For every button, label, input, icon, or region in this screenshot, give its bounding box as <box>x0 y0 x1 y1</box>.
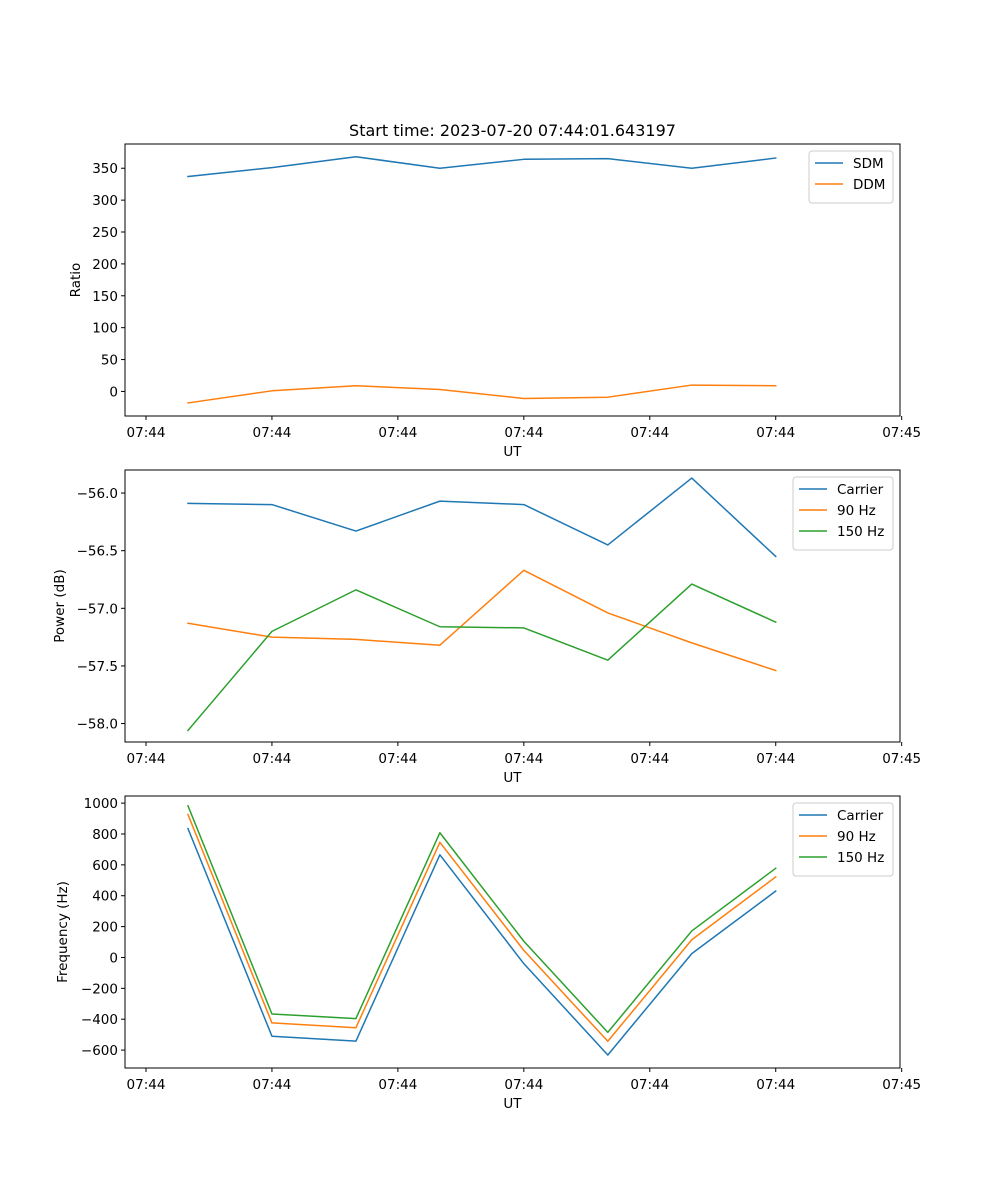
y-tick-label: −400 <box>81 1012 118 1028</box>
series-line-90-hz <box>186 813 777 1043</box>
legend: Carrier 90 Hz 150 Hz <box>792 802 894 877</box>
y-tick-label: 0 <box>109 950 118 966</box>
y-tick-label: −57.5 <box>77 659 118 675</box>
x-tick-label: 07:44 <box>756 751 795 767</box>
y-tick-label: 400 <box>92 889 118 905</box>
legend-label: 90 Hz <box>837 503 876 519</box>
y-tick-label: −56.5 <box>77 544 118 560</box>
subplot-1: 0 50 100 150 200 250 300 350 07:44 07:44 07:44 07:4… <box>68 143 921 460</box>
series-line-sdm <box>187 156 777 178</box>
x-tick-label: 07:45 <box>882 425 921 441</box>
x-tick-label: 07:44 <box>127 425 166 441</box>
y-axis-label: Power (dB) <box>52 569 68 642</box>
legend-label: 150 Hz <box>837 850 884 866</box>
legend-label: Carrier <box>837 808 884 824</box>
x-axis-label: UT <box>503 770 522 786</box>
legend-box <box>808 150 894 204</box>
axes-frame <box>124 795 901 1069</box>
series-line-150-hz <box>186 804 777 1034</box>
x-tick-label: 07:44 <box>378 1077 417 1093</box>
y-tick-label: 200 <box>92 920 118 936</box>
axes-frame <box>124 469 901 743</box>
series-line-90-hz <box>187 569 777 672</box>
y-axis-label: Frequency (Hz) <box>55 881 71 983</box>
series-line-150-hz <box>186 583 777 732</box>
legend-label: 150 Hz <box>837 524 884 540</box>
x-axis-label: UT <box>503 1096 522 1112</box>
x-tick-label: 07:44 <box>756 1077 795 1093</box>
legend-label: Carrier <box>837 482 884 498</box>
legend: Carrier 90 Hz 150 Hz <box>792 476 894 551</box>
x-tick-label: 07:44 <box>756 425 795 441</box>
y-tick-label: 250 <box>92 225 118 241</box>
x-tick-label: 07:45 <box>882 751 921 767</box>
x-tick-label: 07:45 <box>882 1077 921 1093</box>
x-tick-label: 07:44 <box>630 751 669 767</box>
subplots: 0 50 100 150 200 250 300 350 07:44 07:44 07:44 07:4… <box>52 143 921 1112</box>
y-tick-label: 800 <box>92 827 118 843</box>
y-tick-label: −600 <box>81 1043 118 1059</box>
x-tick-label: 07:44 <box>252 1077 291 1093</box>
x-tick-label: 07:44 <box>378 751 417 767</box>
y-tick-label: 300 <box>92 193 118 209</box>
figure-title: Start time: 2023-07-20 07:44:01.643197 <box>349 121 676 140</box>
y-tick-label: 50 <box>101 353 118 369</box>
axes-frame <box>124 143 901 417</box>
x-tick-label: 07:44 <box>378 425 417 441</box>
y-tick-label: −56.0 <box>77 486 118 502</box>
x-tick-label: 07:44 <box>504 751 543 767</box>
subplot-3: −600 −400 −200 0 200 400 600 800 1000 07:44 07:44 0… <box>55 795 921 1112</box>
x-tick-label: 07:44 <box>127 751 166 767</box>
y-tick-label: 350 <box>92 161 118 177</box>
y-tick-label: −57.0 <box>77 601 118 617</box>
x-tick-label: 07:44 <box>504 425 543 441</box>
legend-label: 90 Hz <box>837 829 876 845</box>
x-tick-label: 07:44 <box>504 1077 543 1093</box>
series-line-carrier <box>186 827 777 1056</box>
series-line-carrier <box>187 477 777 558</box>
y-axis-label: Ratio <box>68 263 84 298</box>
legend-label: SDM <box>853 156 884 172</box>
subplot-2: −58.0 −57.5 −57.0 −56.5 −56.0 07:44 07:44 07:44… <box>52 469 921 786</box>
x-tick-label: 07:44 <box>630 1077 669 1093</box>
legend: SDM DDM <box>808 150 894 204</box>
x-tick-label: 07:44 <box>127 1077 166 1093</box>
x-tick-label: 07:44 <box>252 425 291 441</box>
y-tick-label: 100 <box>92 321 118 337</box>
y-tick-label: −200 <box>81 981 118 997</box>
x-axis-label: UT <box>503 444 522 460</box>
y-tick-label: 600 <box>92 858 118 874</box>
y-tick-label: −58.0 <box>77 717 118 733</box>
series-line-ddm <box>187 384 777 404</box>
y-tick-label: 150 <box>92 289 118 305</box>
x-tick-label: 07:44 <box>630 425 669 441</box>
y-tick-label: 0 <box>109 384 118 400</box>
y-tick-label: 200 <box>92 257 118 273</box>
y-tick-label: 1000 <box>84 796 118 812</box>
x-tick-label: 07:44 <box>252 751 291 767</box>
legend-label: DDM <box>853 177 885 193</box>
